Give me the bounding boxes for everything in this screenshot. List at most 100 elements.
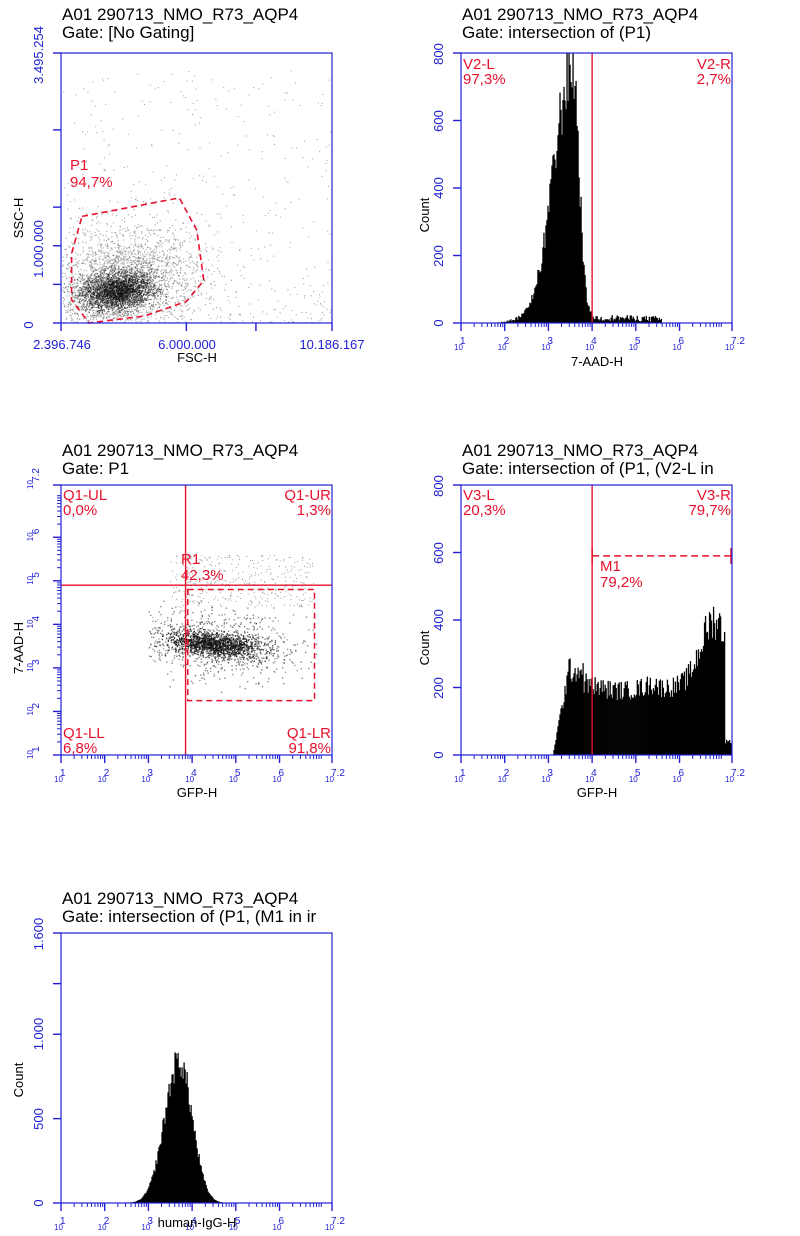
scatter-point [107, 293, 109, 295]
scatter-point [140, 289, 142, 291]
scatter-point [83, 250, 85, 252]
scatter-point [118, 295, 120, 297]
scatter-point [99, 278, 101, 280]
scatter-point [174, 240, 176, 242]
scatter-point [167, 283, 169, 285]
scatter-point [62, 290, 64, 292]
scatter-point [191, 260, 193, 262]
scatter-point [74, 296, 76, 298]
scatter-point [151, 261, 153, 263]
scatter-point [113, 295, 115, 297]
scatter-point [120, 258, 123, 260]
scatter-point [99, 293, 101, 295]
scatter-point [121, 291, 123, 293]
scatter-point [131, 275, 133, 277]
scatter-point [90, 274, 92, 276]
scatter-point [188, 259, 190, 261]
scatter-point [152, 260, 154, 263]
scatter-point [89, 318, 92, 320]
scatter-point [114, 284, 116, 286]
scatter-point [153, 293, 155, 295]
scatter-point [125, 280, 127, 282]
scatter-point [110, 271, 112, 273]
scatter-point [145, 261, 147, 263]
scatter-point [133, 249, 135, 251]
scatter-point [146, 286, 149, 288]
scatter-point [95, 281, 97, 283]
scatter-point [107, 255, 109, 257]
scatter-point [93, 261, 95, 263]
scatter-point [105, 275, 107, 277]
scatter-point [149, 284, 151, 286]
scatter-point [94, 255, 96, 257]
scatter-point [145, 294, 147, 296]
scatter-point [137, 271, 140, 273]
scatter-point [133, 249, 135, 251]
scatter-point [139, 275, 142, 277]
scatter-point [86, 281, 88, 284]
scatter-point [79, 273, 81, 275]
scatter-point [85, 310, 87, 312]
scatter-point [113, 222, 114, 224]
scatter-point [135, 300, 137, 302]
scatter-point [142, 269, 144, 271]
scatter-point [158, 229, 160, 231]
scatter-point [145, 243, 147, 245]
scatter-point [143, 303, 145, 306]
scatter-point [126, 271, 128, 273]
scatter-point [174, 302, 177, 304]
scatter-point [101, 306, 103, 308]
scatter-point [171, 287, 173, 290]
scatter-point [107, 247, 109, 249]
scatter-point [162, 280, 164, 282]
scatter-point [129, 266, 131, 268]
scatter-point [97, 312, 100, 314]
scatter-point [134, 238, 136, 240]
scatter-point [105, 255, 107, 257]
scatter-point [137, 291, 139, 293]
scatter-point [166, 296, 168, 298]
scatter-point [131, 268, 133, 270]
scatter-point [78, 291, 80, 293]
scatter-point [126, 276, 128, 278]
scatter-point [155, 275, 157, 278]
scatter-point [96, 282, 98, 284]
scatter-point [120, 274, 122, 276]
scatter-point [111, 263, 113, 265]
scatter-point [113, 301, 115, 303]
scatter-point [134, 240, 136, 242]
scatter-point [123, 258, 125, 260]
scatter-point [87, 253, 89, 255]
scatter-point [162, 292, 164, 294]
scatter-point [140, 269, 143, 271]
scatter-point [131, 281, 133, 283]
scatter-point [111, 285, 113, 287]
scatter-point [75, 287, 77, 289]
scatter-point [152, 288, 154, 290]
scatter-point [158, 245, 160, 247]
scatter-point [141, 292, 143, 294]
scatter-point [141, 268, 143, 270]
scatter-point [107, 273, 109, 275]
scatter-point [114, 242, 116, 244]
scatter-point [159, 229, 161, 232]
scatter-point [144, 292, 146, 294]
scatter-point [117, 243, 119, 245]
scatter-point [109, 273, 111, 275]
scatter-point [146, 279, 148, 281]
scatter-point [115, 283, 117, 285]
scatter-point [91, 250, 93, 252]
scatter-point [139, 293, 142, 296]
scatter-point [155, 291, 157, 293]
scatter-point [129, 235, 131, 237]
scatter-point [146, 258, 148, 260]
scatter-point [107, 256, 109, 258]
scatter-point [169, 277, 171, 279]
scatter-point [108, 271, 111, 274]
scatter-point [85, 242, 87, 244]
scatter-point [108, 276, 110, 279]
scatter-point [111, 298, 113, 300]
scatter-point [98, 249, 100, 251]
